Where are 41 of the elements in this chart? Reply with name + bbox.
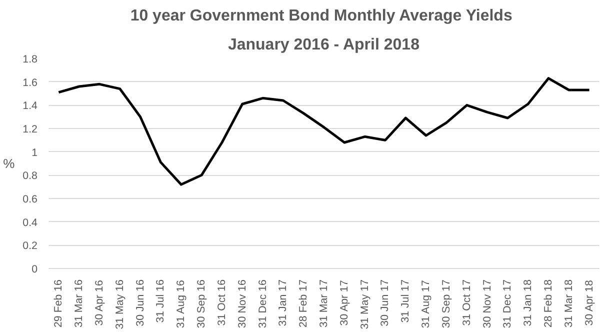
x-tick-label: 30 Apr 17 [338, 280, 350, 326]
x-tick-label: 31 May 17 [358, 279, 371, 330]
x-tick-label: 30 Nov 16 [236, 279, 248, 328]
x-tick-label: 30 Sep 16 [196, 279, 208, 328]
x-tick-label: 31 Dec 17 [502, 279, 514, 328]
y-tick-label: 1.2 [22, 124, 38, 136]
y-tick-label: 1 [32, 146, 38, 159]
y-tick-label: 0.4 [22, 216, 38, 229]
y-tick-label: 1.8 [22, 54, 38, 66]
x-tick-label: 30 Apr 18 [583, 280, 596, 326]
x-tick-label: 31 Oct 17 [460, 279, 473, 326]
x-tick-label: 31 Jan 18 [522, 279, 534, 326]
x-tick-label: 30 Jun 16 [134, 279, 146, 326]
x-tick-label: 30 Sep 17 [440, 279, 452, 328]
x-tick-label: 31 May 16 [114, 279, 126, 330]
y-tick-label: 0.8 [22, 170, 38, 182]
line-series [57, 77, 591, 186]
x-tick-label: 31 Oct 16 [216, 279, 228, 326]
x-tick-label: 31 Dec 16 [256, 279, 269, 328]
y-tick-label: 0.2 [22, 240, 38, 252]
x-tick-label: 28 Feb 17 [298, 279, 310, 328]
x-tick-label: 28 Feb 18 [542, 279, 554, 328]
x-tick-label: 31 Aug 16 [175, 280, 188, 328]
x-tick-label: 31 Mar 18 [562, 279, 575, 328]
y-tick-label: 0 [32, 264, 38, 276]
x-tick-label: 31 Mar 16 [73, 279, 86, 328]
x-tick-label: 29 Feb 16 [52, 279, 65, 328]
chart-subtitle: January 2016 - April 2018 [228, 36, 420, 54]
x-tick-label: 31 Mar 17 [318, 279, 330, 328]
x-tick-label: 31 Jan 17 [277, 279, 290, 326]
x-tick-label: 31 Aug 17 [420, 280, 432, 328]
x-tick-label: 31 Jul 16 [154, 279, 167, 323]
y-tick-label: 0.6 [22, 194, 38, 206]
x-tick-label: 31 Jul 17 [400, 279, 412, 323]
y-axis-title: % [3, 156, 16, 171]
y-tick-label: 1.6 [22, 76, 38, 89]
x-tick-label: 30 Nov 17 [481, 279, 494, 328]
chart-title: 10 year Government Bond Monthly Average Yields [130, 8, 512, 24]
x-tick-label: 30 Apr 16 [94, 280, 106, 326]
y-tick-label: 1.4 [22, 100, 38, 112]
x-tick-label: 30 Jun 17 [379, 279, 392, 326]
